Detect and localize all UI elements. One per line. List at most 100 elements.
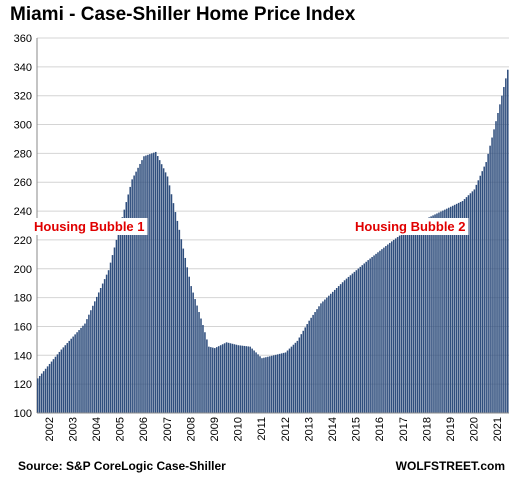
bar	[410, 226, 413, 413]
bar	[115, 239, 118, 413]
bar	[192, 292, 194, 413]
bar	[151, 153, 153, 413]
x-tick-label: 2014	[327, 417, 339, 441]
bar	[127, 194, 129, 413]
bar	[377, 252, 379, 413]
x-tick-label: 2006	[138, 417, 150, 441]
y-tick-label: 360	[14, 33, 32, 45]
annotation-background	[352, 218, 469, 235]
bar	[392, 239, 395, 413]
bar	[170, 194, 173, 413]
bar	[499, 104, 501, 413]
x-tick-label: 2019	[445, 417, 457, 441]
y-tick-label: 140	[14, 350, 32, 362]
bar	[121, 217, 124, 413]
bar	[489, 145, 491, 413]
bar	[448, 207, 450, 413]
bar	[430, 216, 432, 413]
bar	[302, 330, 305, 413]
bar	[123, 209, 126, 413]
bar	[357, 268, 360, 413]
bar	[233, 344, 236, 413]
bar	[251, 348, 253, 413]
bar	[493, 129, 495, 413]
x-tick-label: 2017	[398, 417, 410, 441]
bar	[147, 154, 149, 413]
bar	[105, 274, 108, 413]
x-tick-label: 2018	[421, 417, 433, 441]
bar	[139, 163, 141, 413]
y-tick-label: 100	[14, 408, 32, 420]
bar	[322, 301, 324, 413]
bar	[37, 378, 39, 413]
bar	[70, 338, 72, 413]
bar	[184, 257, 187, 413]
bar	[341, 282, 344, 413]
bar	[379, 250, 381, 413]
bar	[501, 95, 503, 413]
bar	[241, 345, 244, 413]
bar	[461, 200, 464, 413]
bar	[332, 291, 334, 413]
bar	[274, 354, 277, 413]
bar	[265, 357, 267, 413]
bar	[97, 292, 100, 413]
bar	[259, 356, 261, 413]
bar	[263, 357, 265, 413]
y-tick-label: 300	[14, 120, 32, 132]
bar	[215, 347, 218, 413]
bar	[420, 221, 423, 413]
bar	[345, 278, 348, 414]
bar	[278, 353, 281, 413]
x-tick-label: 2005	[115, 417, 127, 441]
bar	[182, 248, 185, 413]
x-tick-label: 2002	[44, 417, 56, 441]
bar	[186, 267, 188, 413]
bar	[387, 244, 389, 413]
bar	[316, 309, 318, 413]
bar	[101, 283, 104, 413]
bar	[219, 345, 222, 413]
bar	[479, 175, 482, 413]
bar	[483, 166, 485, 413]
bar	[229, 343, 232, 413]
bar	[359, 266, 362, 413]
bar	[68, 340, 70, 413]
bar	[38, 375, 41, 413]
bar	[442, 210, 444, 413]
bar	[253, 350, 255, 413]
bar	[78, 330, 80, 413]
bar	[367, 260, 369, 413]
bar	[46, 366, 49, 413]
bar	[391, 241, 393, 413]
bar	[206, 339, 208, 413]
bar	[282, 352, 285, 413]
bar	[414, 224, 417, 413]
bar	[320, 303, 322, 413]
x-tick-label: 2010	[233, 417, 245, 441]
bar	[257, 354, 259, 413]
bar	[304, 327, 306, 413]
bar	[178, 229, 181, 413]
bar	[60, 349, 63, 413]
bar	[453, 204, 456, 413]
bar	[394, 238, 397, 413]
bar	[477, 180, 480, 413]
bar	[217, 346, 220, 413]
bar	[312, 314, 314, 413]
bar	[438, 212, 440, 413]
bar	[99, 288, 102, 413]
bar	[487, 153, 489, 413]
bar	[271, 355, 273, 413]
bar	[284, 352, 287, 413]
bar	[158, 160, 161, 413]
bar	[355, 270, 358, 413]
chart-title: Miami - Case-Shiller Home Price Index	[10, 4, 356, 25]
bar	[400, 234, 403, 413]
x-tick-label: 2003	[67, 417, 79, 441]
bar	[129, 186, 131, 413]
y-tick-label: 220	[14, 235, 32, 247]
bar	[235, 344, 238, 413]
bar	[326, 297, 328, 413]
annotation-background	[31, 218, 148, 235]
